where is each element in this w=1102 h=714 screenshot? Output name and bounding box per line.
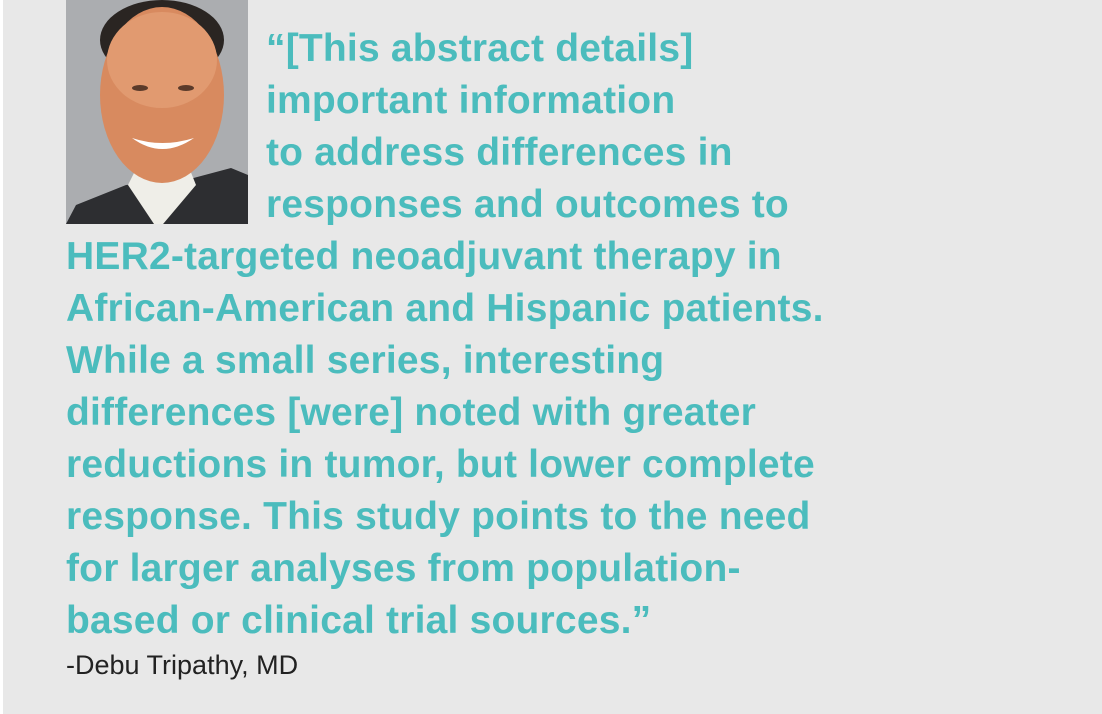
quote-line: While a small series, interesting — [66, 339, 665, 382]
quote-line: based or clinical trial sources.” — [66, 599, 652, 642]
quote-line: response. This study points to the need — [66, 495, 811, 538]
quote-line: to address differences in — [266, 131, 733, 174]
quote-line: important information — [266, 79, 676, 122]
left-edge — [0, 0, 3, 714]
portrait-photo — [66, 0, 248, 224]
quote-line: HER2-targeted neoadjuvant therapy in — [66, 235, 782, 278]
quote-line: African-American and Hispanic patients. — [66, 287, 824, 330]
quote-line: for larger analyses from population- — [66, 547, 741, 590]
quote-line: reductions in tumor, but lower complete — [66, 443, 815, 486]
quote-line: “[This abstract details] — [266, 27, 694, 70]
quote-line: responses and outcomes to — [266, 183, 789, 226]
quote-line: differences [were] noted with greater — [66, 391, 757, 434]
quote-attribution: -Debu Tripathy, MD — [66, 650, 299, 680]
